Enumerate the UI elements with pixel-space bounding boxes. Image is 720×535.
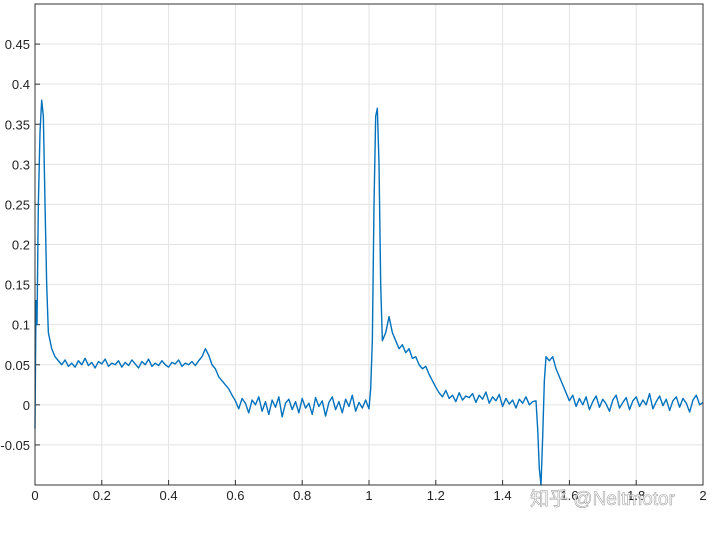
plot-frame: [34, 3, 704, 486]
y-tick-label: 0.15: [5, 278, 30, 293]
x-tick-label: 0.8: [293, 488, 311, 503]
x-tick-label: 1.8: [627, 488, 645, 503]
y-tick-label: 0.45: [5, 37, 30, 52]
watermark: 知乎 @Neltmotor: [530, 488, 676, 510]
x-tick-label: 1: [365, 488, 372, 503]
y-tick-label: 0.35: [5, 117, 30, 132]
x-tick-label: 1.2: [427, 488, 445, 503]
x-tick-label: 0.2: [93, 488, 111, 503]
x-tick-label: 0: [31, 488, 38, 503]
y-tick-label: -0.05: [0, 438, 30, 453]
y-tick-label: 0.3: [12, 157, 30, 172]
x-tick-label: 0.4: [160, 488, 178, 503]
y-tick-label: 0.25: [5, 197, 30, 212]
x-tick-label: 1.6: [560, 488, 578, 503]
y-tick-label: 0.4: [12, 77, 30, 92]
y-tick-label: 0.2: [12, 238, 30, 253]
y-tick-label: 0: [23, 398, 30, 413]
x-tick-label: 1.4: [494, 488, 512, 503]
line-series: [34, 99, 704, 486]
y-tick-label: 0.1: [12, 318, 30, 333]
x-tick-label: 2: [699, 488, 706, 503]
y-tick-label: 0.05: [5, 358, 30, 373]
x-tick-label: 0.6: [226, 488, 244, 503]
